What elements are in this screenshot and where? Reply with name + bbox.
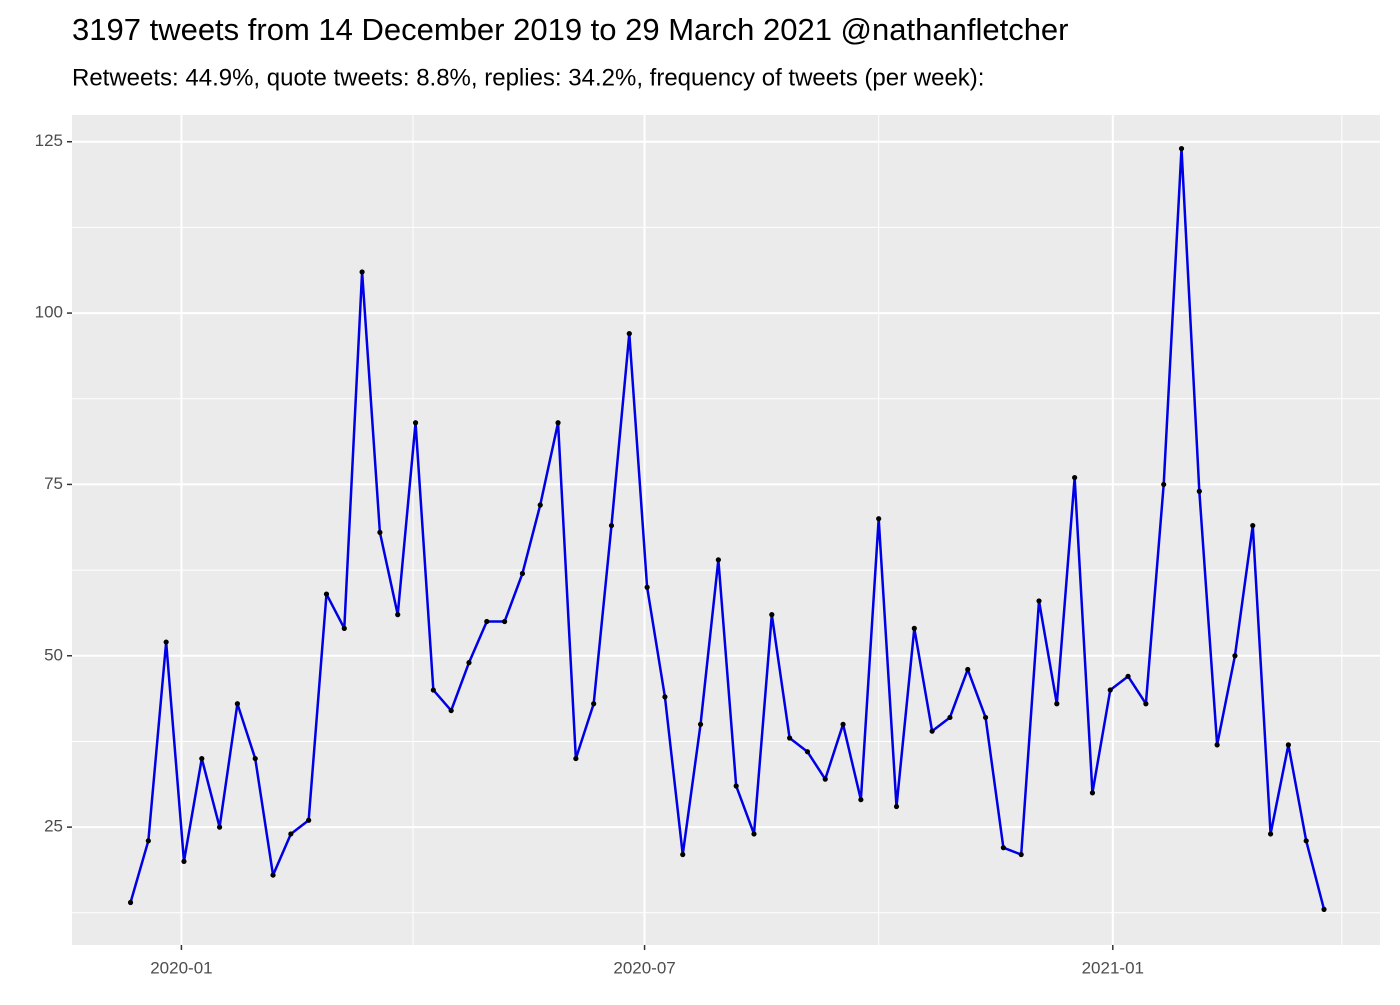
- point: [1178, 145, 1185, 152]
- point: [1285, 742, 1291, 748]
- point: [680, 851, 686, 858]
- point: [1089, 790, 1096, 796]
- point: [1107, 687, 1113, 693]
- point: [270, 872, 276, 878]
- y-tick-label: 50: [44, 645, 63, 664]
- point: [163, 639, 169, 645]
- point: [1036, 598, 1042, 604]
- point: [1267, 831, 1274, 837]
- point: [822, 776, 828, 782]
- plot-panel: [72, 115, 1380, 945]
- y-tick-label: 25: [44, 817, 63, 836]
- point: [1250, 522, 1256, 529]
- point: [555, 420, 561, 426]
- point: [982, 714, 989, 721]
- point: [1125, 673, 1131, 679]
- point: [1018, 851, 1024, 858]
- point: [412, 420, 419, 426]
- x-tick-label: 2021-01: [1082, 958, 1144, 977]
- chart-subtitle: Retweets: 44.9%, quote tweets: 8.8%, rep…: [72, 64, 984, 91]
- point: [1054, 701, 1060, 707]
- point: [1214, 742, 1220, 748]
- point: [1161, 481, 1167, 488]
- point: [1196, 488, 1202, 494]
- point: [715, 557, 721, 563]
- point: [216, 824, 223, 830]
- x-tick-label: 2020-01: [150, 958, 212, 977]
- point: [1321, 906, 1327, 912]
- point: [893, 803, 900, 810]
- point: [769, 612, 775, 618]
- point: [876, 516, 882, 522]
- point: [306, 817, 312, 823]
- y-tick-label: 125: [35, 131, 63, 150]
- point: [591, 701, 597, 707]
- point: [1143, 701, 1149, 707]
- point: [858, 797, 864, 803]
- point: [1303, 838, 1309, 844]
- point: [395, 612, 401, 618]
- point: [145, 838, 151, 844]
- point: [911, 625, 917, 631]
- point: [484, 618, 490, 625]
- point: [626, 331, 632, 337]
- point: [1232, 653, 1238, 659]
- point: [199, 755, 205, 762]
- point: [288, 831, 294, 837]
- point: [181, 858, 187, 864]
- point: [573, 755, 579, 762]
- point: [787, 735, 793, 741]
- point: [234, 701, 241, 707]
- line: [129, 147, 1326, 910]
- point: [377, 529, 383, 535]
- point: [127, 899, 134, 906]
- point: [662, 694, 668, 700]
- point: [252, 755, 258, 762]
- point: [697, 721, 704, 727]
- point: [430, 687, 436, 693]
- point: [733, 783, 739, 789]
- point: [751, 831, 757, 837]
- point: [359, 269, 365, 275]
- point: [466, 660, 472, 666]
- point: [519, 570, 526, 577]
- point: [947, 714, 953, 721]
- point: [323, 591, 330, 597]
- point: [929, 728, 935, 734]
- point: [644, 584, 650, 590]
- chart-title: 3197 tweets from 14 December 2019 to 29 …: [72, 12, 1069, 47]
- point: [608, 522, 615, 529]
- point: [965, 666, 971, 673]
- x-tick-label: 2020-07: [613, 958, 675, 977]
- point: [341, 625, 347, 631]
- point: [537, 502, 543, 508]
- point: [840, 721, 846, 727]
- point: [804, 749, 811, 755]
- point: [448, 707, 454, 714]
- y-tick-label: 100: [35, 303, 63, 322]
- point: [1072, 474, 1078, 481]
- point: [1000, 845, 1006, 851]
- point: [502, 618, 508, 625]
- y-tick-label: 75: [44, 474, 63, 493]
